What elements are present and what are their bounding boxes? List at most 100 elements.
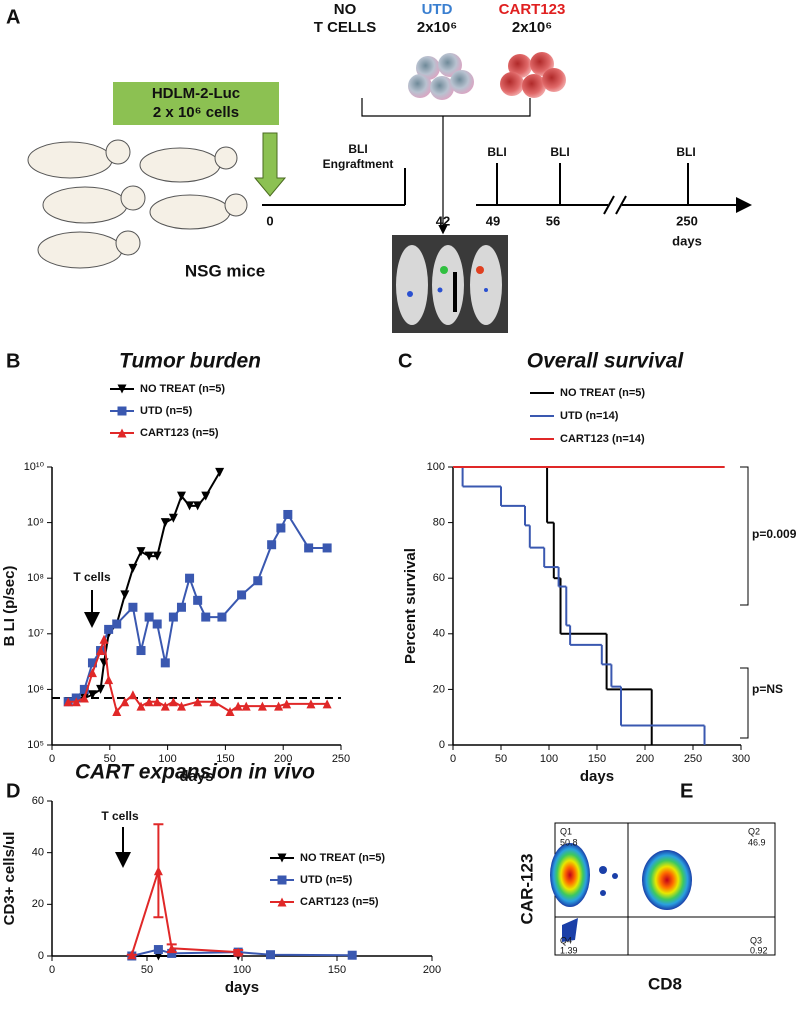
quadrant-name: Q3 [750,935,762,945]
marker [266,950,275,960]
y-tick-label: 0 [439,739,445,751]
marker [167,943,177,953]
marker [276,523,286,533]
marker [267,540,277,550]
series-line [130,870,239,956]
annotation: T cells [101,809,139,823]
marker [136,701,146,711]
x-axis-label: days [580,768,614,785]
marker [127,950,137,960]
marker [144,612,154,622]
timeline-label: 49 [486,213,500,228]
panel-label: E [680,780,693,802]
y-tick-label: 100 [427,461,445,473]
marker [322,543,332,553]
x-tick-label: 300 [732,753,750,765]
x-tick-label: 200 [274,753,292,765]
marker [63,697,73,707]
y-tick-label: 20 [433,683,445,695]
marker [96,646,106,656]
legend-label: NO TREAT (n=5) [560,387,645,399]
marker [87,668,97,678]
timeline-label: 250 [676,213,698,228]
density [550,843,590,907]
x-axis-label: days [225,979,259,996]
marker [201,612,211,622]
marker [104,675,114,685]
legend-marker [277,875,287,885]
bli-image [392,235,508,333]
panel-label: B [6,350,20,372]
y-tick-label: 20 [32,898,44,910]
bli-label: BLI [676,145,695,159]
axis-label: CD8 [648,974,682,993]
marker [153,945,163,955]
bli-label: BLI [348,142,367,156]
flow-plot: Q1 50.8 Q2 46.9 Q4 1.39 Q3 0.92 CD8 CAR-… [517,822,776,993]
marker [167,948,177,958]
x-tick-label: 50 [495,753,507,765]
marker [104,624,114,634]
legend-label: NO TREAT (n=5) [140,383,225,395]
axis-label: CAR-123 [517,854,536,925]
panel-label: C [398,350,412,372]
x-tick-label: 250 [684,753,702,765]
marker [168,697,178,707]
x-tick-label: 50 [104,753,116,765]
group-label: CART123 [499,1,566,18]
timeline-label: 56 [546,213,560,228]
marker [96,684,106,694]
y-tick-label: 60 [433,572,445,584]
chart-title: Overall survival [527,350,685,373]
axis-break [603,195,627,215]
marker [257,701,267,711]
group-label: 2x10⁶ [417,19,457,36]
timeline-label: 42 [436,213,450,228]
legend-label: CART123 (n=5) [300,896,379,908]
marker [233,947,243,957]
y-tick-label: 10⁵ [27,739,44,751]
legend-label: UTD (n=5) [140,405,193,417]
bracket [740,466,749,606]
x-tick-label: 250 [332,753,350,765]
y-tick-label: 10⁸ [27,572,44,584]
marker [217,612,227,622]
legend-label: UTD (n=5) [300,874,353,886]
bli-label: BLI [487,145,506,159]
marker [304,543,314,553]
marker [112,707,122,717]
marker [87,658,97,668]
marker [160,658,170,668]
y-tick-label: 40 [433,628,445,640]
marker [253,576,263,586]
bli-label: BLI [550,145,569,159]
x-tick-label: 150 [216,753,234,765]
legend-marker [277,853,287,863]
marker [71,697,81,707]
timeline-label: 0 [266,213,273,228]
marker [209,697,219,707]
marker [160,518,170,528]
marker [185,573,195,583]
group-label: 2x10⁶ [512,19,552,36]
y-axis-label: CD3+ cells/ul [1,832,18,926]
y-tick-label: 0 [38,950,44,962]
group-label: NO [334,1,357,18]
bli-label: Engraftment [323,157,394,171]
x-tick-label: 100 [158,753,176,765]
x-tick-label: 50 [141,964,153,976]
quadrant-value: 0.92 [750,945,768,955]
marker [79,693,89,703]
legend-label: CART123 (n=14) [560,433,645,445]
marker [79,684,89,694]
marker [322,699,332,709]
marker [136,646,146,656]
legend-marker [277,897,287,907]
legend-label: UTD (n=14) [560,410,619,422]
annotation: p=0.009 [752,527,797,541]
chart-title: CART expansion in vivo [75,761,315,784]
x-tick-label: 0 [49,753,55,765]
quadrant-name: Q4 [560,935,572,945]
marker [87,690,97,700]
